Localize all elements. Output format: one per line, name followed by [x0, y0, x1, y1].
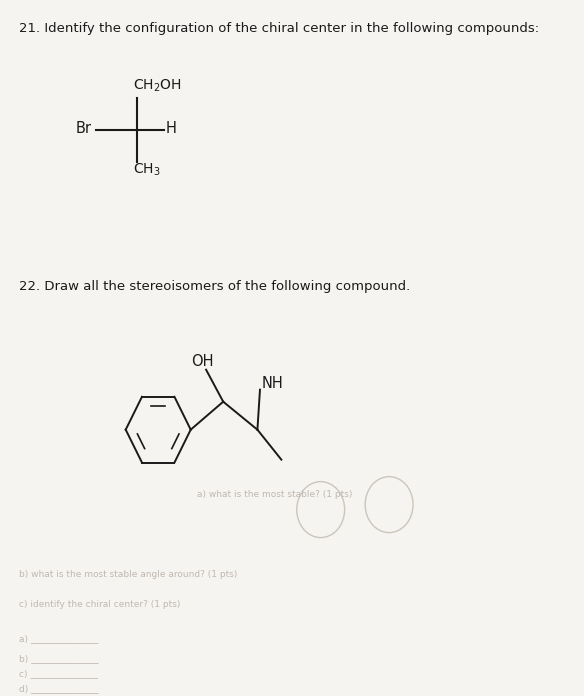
Text: CH$_3$: CH$_3$ — [133, 162, 160, 178]
Text: c) identify the chiral center? (1 pts): c) identify the chiral center? (1 pts) — [19, 599, 180, 608]
Text: c) _______________: c) _______________ — [19, 670, 98, 679]
Text: a) _______________: a) _______________ — [19, 635, 98, 644]
Text: 22. Draw all the stereoisomers of the following compound.: 22. Draw all the stereoisomers of the fo… — [19, 280, 410, 293]
Text: H: H — [166, 121, 177, 136]
Text: CH$_2$OH: CH$_2$OH — [133, 78, 182, 95]
Text: OH: OH — [191, 354, 213, 369]
Text: b) _______________: b) _______________ — [19, 654, 99, 663]
Text: d) _______________: d) _______________ — [19, 684, 99, 693]
Text: Br: Br — [75, 121, 91, 136]
Text: 21. Identify the configuration of the chiral center in the following compounds:: 21. Identify the configuration of the ch… — [19, 22, 539, 35]
Text: NH: NH — [262, 376, 283, 390]
Text: a) what is the most stable? (1 pts): a) what is the most stable? (1 pts) — [197, 489, 352, 498]
Text: b) what is the most stable angle around? (1 pts): b) what is the most stable angle around?… — [19, 569, 237, 578]
